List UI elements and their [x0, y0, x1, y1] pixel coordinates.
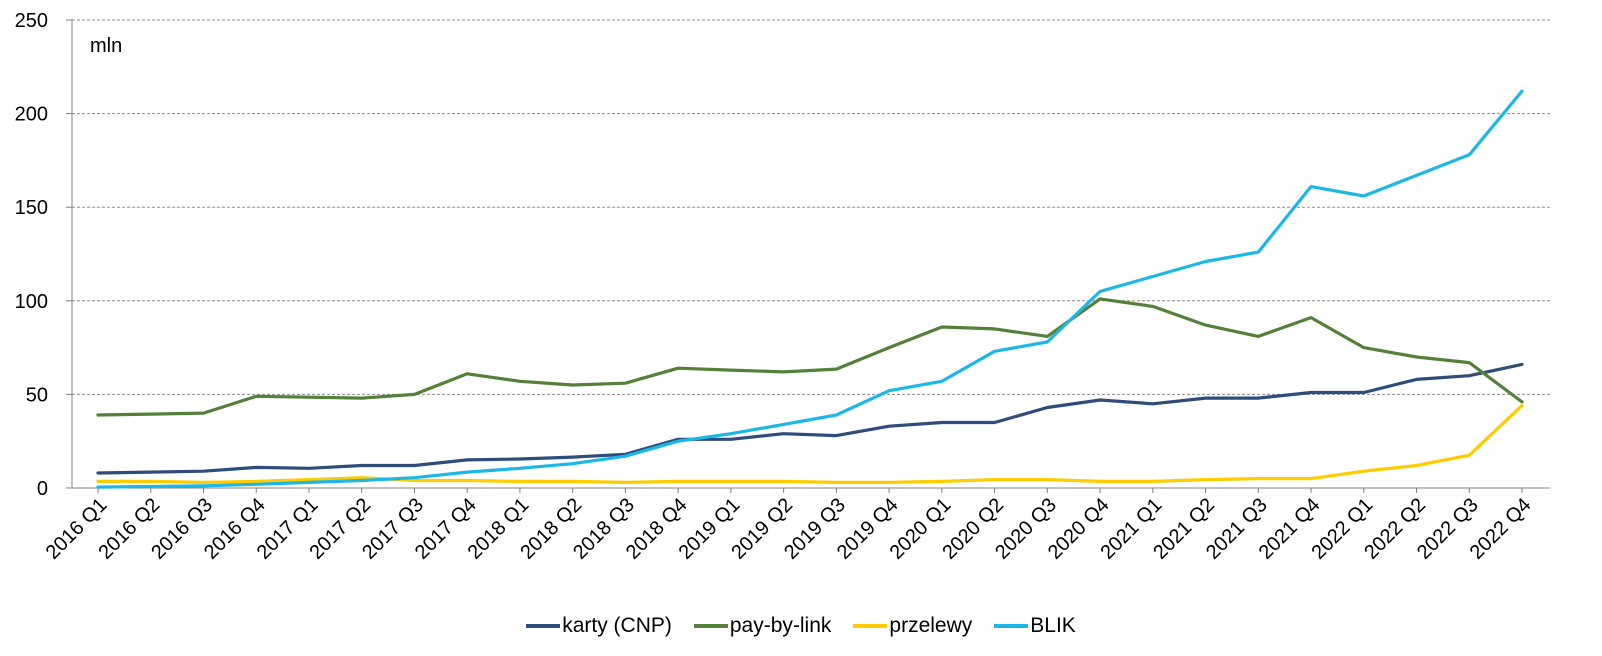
legend-item: pay-by-link [693, 614, 832, 638]
y-axis-tick-labels: 0 50 100 150 200 250 [15, 10, 48, 500]
legend-label: karty (CNP) [562, 614, 672, 637]
series-lines [96, 89, 1524, 489]
legend-item: karty (CNP) [526, 614, 672, 638]
y-tick-label: 250 [15, 10, 48, 32]
legend-label: BLIK [1030, 614, 1076, 637]
series-line-0 [96, 362, 1524, 475]
series-line-3 [96, 89, 1524, 489]
gridlines [72, 19, 1550, 395]
series-line-2 [96, 404, 1524, 484]
legend: karty (CNP) pay-by-link przelewy BLIK [0, 614, 1602, 638]
legend-item: BLIK [994, 614, 1076, 638]
y-tick-label: 150 [15, 197, 48, 219]
legend-label: przelewy [889, 614, 973, 637]
legend-swatch [853, 624, 888, 628]
legend-swatch [994, 624, 1029, 628]
y-tick-label: 50 [26, 384, 48, 406]
legend-item: przelewy [853, 614, 972, 638]
y-unit-label: mln [90, 35, 122, 57]
y-tick-label: 100 [15, 291, 48, 313]
series-line-1 [96, 297, 1524, 417]
legend-swatch [693, 624, 728, 628]
y-tick-label: 200 [15, 104, 48, 126]
y-tick-label: 0 [37, 478, 48, 500]
axes [66, 19, 1550, 493]
legend-swatch [526, 624, 561, 628]
legend-label: pay-by-link [729, 614, 832, 637]
